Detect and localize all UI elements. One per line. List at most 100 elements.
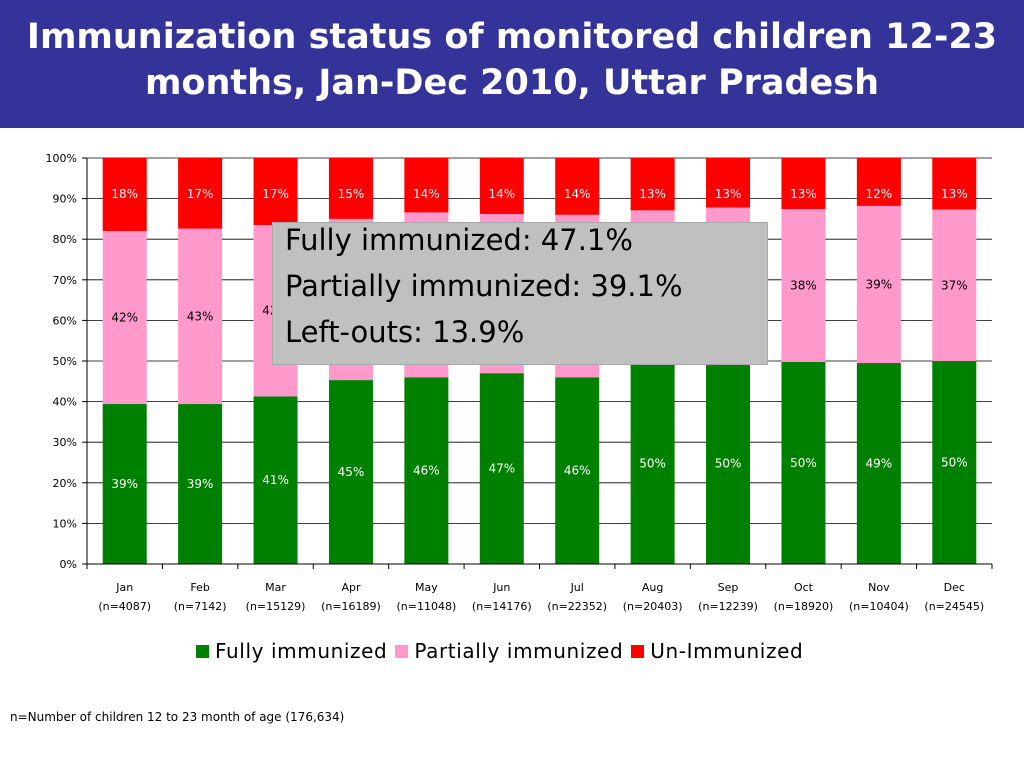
x-tick-sublabel: (n=12239) — [698, 600, 758, 613]
bar-data-label: 14% — [488, 187, 515, 201]
bar-data-label: 17% — [262, 187, 289, 201]
bar-segment — [253, 158, 298, 225]
bar-data-label: 42% — [111, 311, 138, 325]
y-tick-label: 90% — [53, 193, 77, 206]
bar-data-label: 13% — [790, 187, 817, 201]
x-tick-label: Dec — [944, 581, 965, 594]
title-bar: Immunization status of monitored childre… — [0, 0, 1024, 128]
x-tick-label: Apr — [341, 581, 361, 594]
x-tick-label: Jul — [570, 581, 584, 594]
bar-segment — [404, 158, 449, 213]
bar-segment — [781, 209, 826, 362]
legend-swatch-un — [631, 644, 645, 658]
bar-data-label: 39% — [866, 277, 893, 291]
bar-segment — [479, 373, 524, 564]
legend-label-fully: Fully immunized — [215, 639, 388, 663]
bar-data-label: 50% — [790, 456, 817, 470]
bar-data-label: 18% — [111, 187, 138, 201]
legend-swatch-fully — [196, 644, 209, 658]
y-tick-label: 50% — [53, 355, 77, 368]
bar-data-label: 39% — [187, 477, 214, 491]
bar-data-label: 47% — [488, 462, 515, 476]
legend-swatch-partially — [395, 644, 409, 658]
x-tick-sublabel: (n=22352) — [547, 600, 607, 613]
bar-segment — [178, 404, 223, 564]
bar-segment — [856, 363, 901, 564]
x-tick-sublabel: (n=15129) — [246, 600, 306, 613]
bar-data-label: 38% — [790, 278, 817, 292]
bar-segment — [328, 158, 373, 219]
x-tick-label: Oct — [794, 581, 814, 594]
y-tick-label: 60% — [53, 314, 77, 327]
summary-callout: Fully immunized: 47.1% Partially immuniz… — [272, 222, 768, 365]
x-tick-label: Jun — [492, 581, 510, 594]
x-tick-label: Feb — [190, 581, 209, 594]
x-tick-sublabel: (n=24545) — [924, 600, 984, 613]
bar-segment — [932, 209, 977, 361]
bar-data-label: 50% — [639, 457, 666, 471]
y-tick-label: 100% — [46, 152, 77, 165]
y-tick-label: 30% — [53, 436, 77, 449]
bar-data-label: 12% — [866, 187, 893, 201]
bar-data-label: 45% — [338, 465, 365, 479]
bar-segment — [932, 361, 977, 564]
legend-label-partially: Partially immunized — [414, 639, 624, 663]
x-tick-sublabel: (n=14176) — [472, 600, 532, 613]
x-tick-sublabel: (n=20403) — [623, 600, 683, 613]
bar-segment — [178, 158, 223, 229]
x-tick-sublabel: (n=4087) — [98, 600, 151, 613]
y-tick-label: 0% — [60, 558, 77, 571]
bar-data-label: 14% — [413, 187, 440, 201]
y-tick-label: 70% — [53, 274, 77, 287]
bar-data-label: 49% — [866, 457, 893, 471]
bar-data-label: 37% — [941, 278, 968, 292]
x-tick-label: Mar — [265, 581, 286, 594]
bar-segment — [630, 158, 675, 211]
bar-data-label: 15% — [338, 187, 365, 201]
legend-label-un: Un-Immunized — [650, 639, 804, 663]
bar-data-label: 13% — [941, 187, 968, 201]
bar-segment — [102, 158, 147, 232]
x-tick-sublabel: (n=16189) — [321, 600, 381, 613]
x-tick-sublabel: (n=7142) — [174, 600, 227, 613]
y-tick-label: 10% — [53, 517, 77, 530]
x-tick-label: Aug — [642, 581, 663, 594]
legend-item-partially: Partially immunized — [395, 639, 623, 663]
bar-data-label: 46% — [564, 464, 591, 478]
footnote: n=Number of children 12 to 23 month of a… — [10, 710, 345, 724]
page-title: Immunization status of monitored childre… — [26, 17, 998, 103]
bar-segment — [404, 377, 449, 564]
y-tick-label: 40% — [53, 396, 77, 409]
bar-data-label: 46% — [413, 464, 440, 478]
bar-segment — [328, 380, 373, 564]
bar-segment — [479, 158, 524, 215]
y-tick-label: 80% — [53, 233, 77, 246]
x-tick-label: May — [415, 581, 438, 594]
bar-data-label: 14% — [564, 187, 591, 201]
bar-data-label: 41% — [262, 473, 289, 487]
bar-segment — [253, 396, 298, 564]
bar-data-label: 13% — [715, 187, 742, 201]
bar-segment — [178, 228, 223, 405]
summary-left-outs: Left-outs: 13.9% — [285, 315, 525, 349]
x-tick-label: Sep — [718, 581, 739, 594]
bar-segment — [932, 158, 977, 210]
y-tick-label: 20% — [53, 477, 77, 490]
bar-data-label: 50% — [715, 456, 742, 470]
bar-segment — [856, 158, 901, 206]
bar-data-label: 50% — [941, 456, 968, 470]
bar-segment — [781, 158, 826, 210]
bar-data-label: 43% — [187, 309, 214, 323]
bar-segment — [630, 363, 675, 564]
legend-item-un: Un-Immunized — [631, 639, 803, 663]
summary-fully-immunized: Fully immunized: 47.1% — [285, 223, 633, 257]
bar-segment — [706, 362, 751, 564]
chart-axes: 0% 10% 20% 30% 40% 50% 60% 70% 80% 90% 100% Jan (n=4… — [46, 152, 993, 613]
bar-segment — [706, 158, 751, 208]
bar-segment — [781, 361, 826, 564]
x-tick-label: Jan — [115, 581, 133, 594]
x-tick-sublabel: (n=10404) — [849, 600, 909, 613]
legend-item-fully: Fully immunized — [196, 639, 387, 663]
bar-data-label: 17% — [187, 187, 214, 201]
bar-segment — [102, 231, 147, 405]
